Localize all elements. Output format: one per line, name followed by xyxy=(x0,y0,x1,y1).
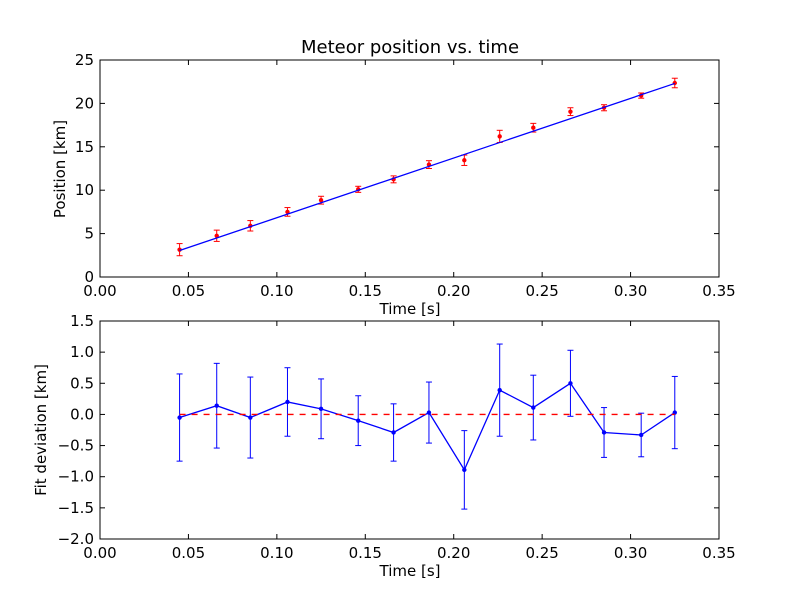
data-point xyxy=(285,209,290,215)
y-tick-label: −1.0 xyxy=(58,468,94,486)
x-tick-label: 0.10 xyxy=(260,282,293,300)
data-point xyxy=(318,197,324,203)
data-point xyxy=(568,381,573,386)
x-axis-label: Time [s] xyxy=(379,562,441,580)
x-tick-label: 0.05 xyxy=(172,544,205,562)
axes-frame xyxy=(99,320,720,540)
data-point xyxy=(356,418,361,423)
y-axis-label: Position [km] xyxy=(51,120,69,218)
data-point xyxy=(531,125,536,130)
data-point xyxy=(638,432,644,438)
x-tick-label: 0.05 xyxy=(172,282,205,300)
position-plot-area: 0.00 0.05 0.10 0.15 0.20 0.25 0.30 0.35 0 5 10 15 20… xyxy=(75,51,736,300)
y-axis-label: Fit deviation [km] xyxy=(32,364,50,496)
y-tick-label: 10 xyxy=(75,181,94,199)
x-tick-label: 0.15 xyxy=(349,282,382,300)
fit-line xyxy=(179,82,675,252)
x-tick-label: 0.35 xyxy=(702,282,735,300)
chart-title: Meteor position vs. time xyxy=(301,37,519,58)
deviation-plot: 0.00 0.05 0.10 0.15 0.20 0.25 0.30 0.35 −2.0 −1.5… xyxy=(32,312,736,580)
x-tick-label: 0.25 xyxy=(525,282,558,300)
y-tick-label: 1.0 xyxy=(70,343,94,361)
data-point xyxy=(248,415,253,420)
y-tick-label: 0.5 xyxy=(70,374,94,392)
x-tick-label: 0.35 xyxy=(702,544,735,562)
deviation-plot-area: 0.00 0.05 0.10 0.15 0.20 0.25 0.30 0.35 −2.0 −1.5… xyxy=(58,312,736,562)
y-tick-label: 5 xyxy=(84,225,94,243)
y-tick-label: −1.5 xyxy=(58,499,94,517)
data-point xyxy=(462,467,467,473)
x-tick-label: 0.15 xyxy=(349,544,382,562)
data-point xyxy=(601,430,607,435)
data-point xyxy=(391,430,396,435)
y-tick-label: 15 xyxy=(75,138,94,156)
y-tick-label: 0 xyxy=(84,268,94,286)
y-tick-label: 20 xyxy=(75,94,94,112)
x-tick-label: 0.20 xyxy=(437,282,470,300)
x-tick-label: 0.30 xyxy=(614,544,647,562)
data-point xyxy=(426,410,432,415)
data-point xyxy=(568,109,573,114)
data-point xyxy=(497,134,502,139)
y-tick-label: −2.0 xyxy=(58,530,94,548)
y-tick-label: −0.5 xyxy=(58,437,94,455)
data-point xyxy=(462,158,467,163)
x-axis-label: Time [s] xyxy=(379,300,441,318)
data-point xyxy=(531,405,536,410)
position-plot: Meteor position vs. time 0.00 0.05 0.10 0.1… xyxy=(51,37,736,318)
x-tick-label: 0.00 xyxy=(83,544,116,562)
y-tick-label: 1.5 xyxy=(70,312,94,330)
data-point xyxy=(318,406,324,412)
y-tick-label: 0.0 xyxy=(70,405,94,423)
x-tick-label: 0.25 xyxy=(525,544,558,562)
axes-frame xyxy=(99,59,720,278)
data-point xyxy=(285,399,290,405)
data-point xyxy=(214,233,219,238)
data-point xyxy=(214,403,219,408)
data-point xyxy=(177,415,182,420)
data-point xyxy=(672,410,677,415)
x-tick-label: 0.30 xyxy=(614,282,647,300)
y-tick-label: 25 xyxy=(75,51,94,69)
x-tick-label: 0.00 xyxy=(83,282,116,300)
x-tick-label: 0.10 xyxy=(260,544,293,562)
data-point xyxy=(497,387,502,393)
x-tick-label: 0.20 xyxy=(437,544,470,562)
